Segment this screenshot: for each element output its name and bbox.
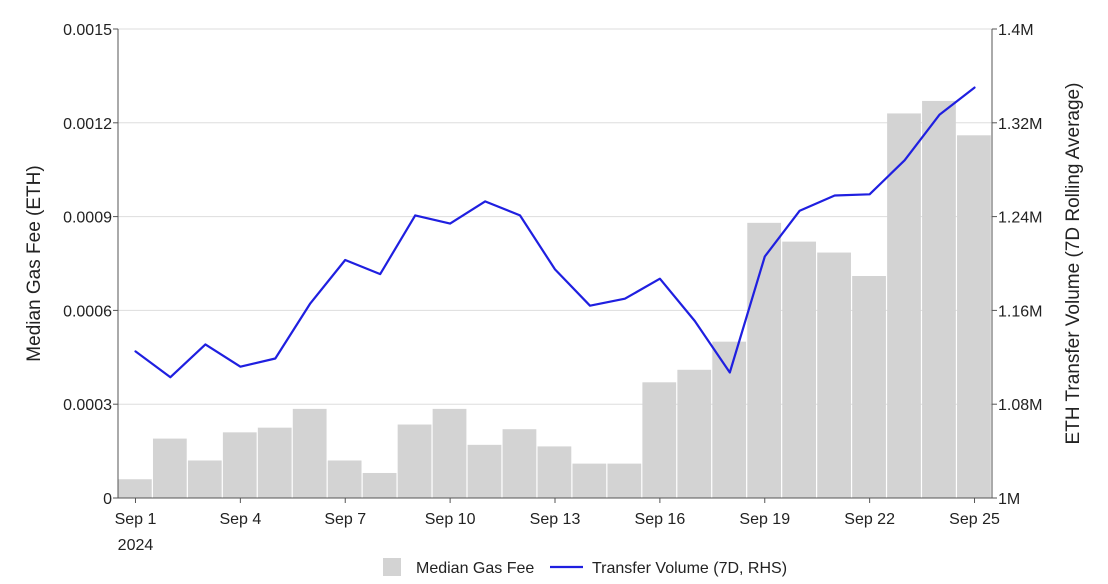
transfer-volume-line: [134, 86, 976, 379]
bar-sep-2: [152, 438, 187, 498]
bar-sep-11: [467, 444, 502, 498]
bar-sep-20: [782, 241, 816, 498]
right-axis-ticks: 1M 1.08M 1.16M 1.24M 1.32M 1.4M: [992, 22, 1042, 508]
left-tick-label: 0.0012: [63, 116, 112, 133]
right-tick-label: 1.32M: [998, 116, 1042, 133]
left-tick-label: 0.0009: [63, 210, 112, 227]
bar-sep-15: [607, 463, 642, 498]
left-tick-label: 0.0003: [63, 397, 112, 414]
x-tick-label: Sep 10: [425, 511, 476, 528]
right-tick-label: 1.4M: [998, 22, 1034, 39]
bar-sep-18: [712, 341, 747, 498]
left-axis-ticks: 0 0.0003 0.0006 0.0009 0.0012 0.0015: [63, 22, 118, 508]
right-axis-title: ETH Transfer Volume (7D Rolling Average): [1063, 83, 1084, 445]
left-tick-label: 0.0006: [63, 303, 112, 320]
bar-sep-9: [397, 424, 432, 498]
right-tick-label: 1.24M: [998, 210, 1042, 227]
bar-sep-17: [677, 369, 712, 498]
bar-sep-12: [502, 429, 537, 498]
bar-sep-3: [187, 460, 222, 498]
bar-sep-1: [118, 479, 152, 498]
bar-series-median-gas-fee: [118, 100, 991, 499]
bar-sep-5: [257, 427, 292, 498]
x-tick-label: Sep 16: [635, 511, 686, 528]
bar-sep-8: [362, 472, 397, 498]
right-tick-label: 1.08M: [998, 397, 1042, 414]
bar-sep-24: [922, 100, 956, 498]
bar-sep-13: [537, 446, 572, 498]
bar-sep-23: [887, 113, 921, 499]
left-tick-label: 0.0015: [63, 22, 112, 39]
x-tick-label: Sep 25: [949, 511, 1000, 528]
bar-sep-10: [432, 408, 467, 498]
x-tick-label: Sep 22: [844, 511, 895, 528]
x-tick-label: Sep 13: [530, 511, 581, 528]
x-tick-label: Sep 4: [219, 511, 261, 528]
legend: Median Gas Fee Transfer Volume (7D, RHS): [383, 558, 787, 577]
bar-sep-21: [817, 252, 851, 498]
bar-sep-19: [747, 222, 782, 498]
line-series-transfer-volume: [134, 86, 976, 379]
bar-sep-22: [852, 276, 886, 498]
legend-label-median-gas-fee: Median Gas Fee: [416, 560, 534, 577]
bar-sep-14: [572, 463, 607, 498]
x-tick-label: Sep 1: [115, 511, 157, 528]
bar-sep-7: [327, 460, 362, 498]
right-tick-label: 1.16M: [998, 303, 1042, 320]
x-tick-label: Sep 19: [739, 511, 790, 528]
x-tick-label: Sep 7: [324, 511, 366, 528]
bar-sep-4: [222, 432, 257, 498]
legend-swatch-median-gas-fee: [383, 558, 401, 576]
bar-sep-25: [957, 135, 991, 498]
left-tick-label: 0: [103, 491, 112, 508]
bar-sep-6: [292, 408, 327, 498]
x-axis-year-label: 2024: [118, 537, 154, 554]
x-axis-ticks: Sep 1 Sep 4 Sep 7 Sep 10 Sep 13 Sep 16 Sep 19 S…: [115, 498, 1000, 528]
bar-sep-16: [642, 382, 677, 498]
legend-label-transfer-volume: Transfer Volume (7D, RHS): [592, 560, 787, 577]
left-axis-title: Median Gas Fee (ETH): [24, 165, 45, 361]
right-tick-label: 1M: [998, 491, 1020, 508]
